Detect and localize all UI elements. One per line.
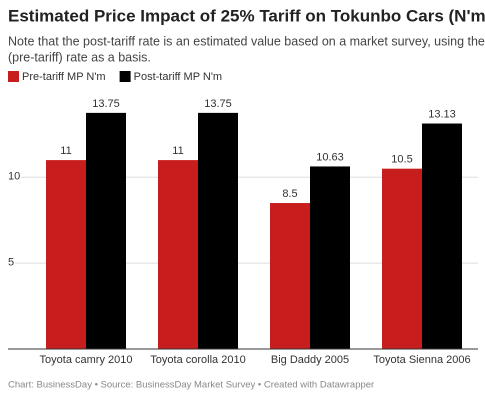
legend-swatch xyxy=(8,71,19,82)
value-label: 13.75 xyxy=(92,98,120,110)
bar xyxy=(422,123,462,349)
x-tick-label: Toyota camry 2010 xyxy=(40,354,133,366)
y-tick-label: 10 xyxy=(8,171,20,183)
bar xyxy=(46,160,86,349)
chart-subtitle: Note that the post-tariff rate is an est… xyxy=(8,34,485,48)
chart-subtitle: (pre-tariff) rate as a basis. xyxy=(8,50,151,64)
value-label: 10.63 xyxy=(316,151,344,163)
value-label: 8.5 xyxy=(282,188,297,200)
value-label: 10.5 xyxy=(391,154,412,166)
x-tick-label: Toyota Sienna 2006 xyxy=(373,354,470,366)
chart-title: Estimated Price Impact of 25% Tariff on … xyxy=(8,6,485,25)
legend-label: Pre-tariff MP N'm xyxy=(22,71,106,83)
value-label: 11 xyxy=(60,145,71,157)
bar xyxy=(86,112,126,350)
value-label: 11 xyxy=(172,145,183,157)
bar xyxy=(310,166,350,349)
bar xyxy=(382,168,422,349)
x-tick-label: Toyota corolla 2010 xyxy=(150,354,245,366)
y-tick-label: 5 xyxy=(8,257,14,269)
bar xyxy=(198,112,238,350)
value-label: 13.13 xyxy=(428,108,456,120)
bar xyxy=(270,203,310,349)
bar xyxy=(158,160,198,349)
x-tick-label: Big Daddy 2005 xyxy=(271,354,349,366)
legend-swatch xyxy=(119,71,131,82)
legend-label: Post-tariff MP N'm xyxy=(134,71,223,83)
chart-footer: Chart: BusinessDay • Source: BusinessDay… xyxy=(8,380,374,391)
value-label: 13.75 xyxy=(204,98,232,110)
